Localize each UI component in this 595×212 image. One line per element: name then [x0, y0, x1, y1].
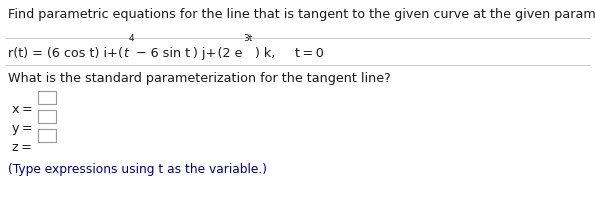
Text: t: t [123, 47, 128, 60]
Text: 3t: 3t [243, 34, 252, 43]
Text: Find parametric equations for the line that is tangent to the given curve at the: Find parametric equations for the line t… [8, 8, 595, 21]
Text: t = 0: t = 0 [295, 47, 324, 60]
Text: ) k,: ) k, [255, 47, 275, 60]
Text: What is the standard parameterization for the tangent line?: What is the standard parameterization fo… [8, 72, 391, 85]
FancyBboxPatch shape [38, 110, 56, 123]
Text: r(t) = (6 cos t) i+: r(t) = (6 cos t) i+ [8, 47, 120, 60]
Text: 4: 4 [129, 34, 134, 43]
Text: (Type expressions using t as the variable.): (Type expressions using t as the variabl… [8, 163, 267, 176]
Text: y =: y = [12, 122, 33, 135]
Text: x =: x = [12, 103, 33, 116]
FancyBboxPatch shape [38, 129, 56, 142]
Text: − 6 sin t: − 6 sin t [136, 47, 190, 60]
Text: (: ( [118, 47, 123, 60]
Text: ) j+: ) j+ [193, 47, 216, 60]
Text: (2 e: (2 e [215, 47, 242, 60]
FancyBboxPatch shape [38, 91, 56, 104]
Text: z =: z = [12, 141, 32, 154]
